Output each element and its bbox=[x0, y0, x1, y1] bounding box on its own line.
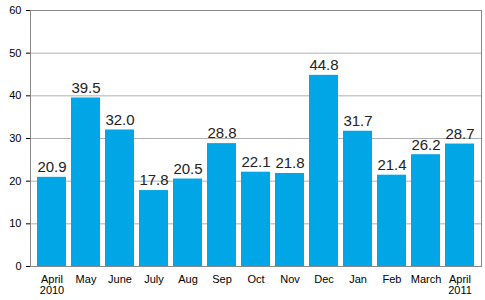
svg-text:28.7: 28.7 bbox=[445, 125, 474, 142]
svg-text:Aug: Aug bbox=[178, 273, 198, 285]
svg-text:31.7: 31.7 bbox=[343, 112, 372, 129]
svg-text:April2010: April2010 bbox=[40, 273, 64, 296]
svg-text:Sep: Sep bbox=[212, 273, 232, 285]
svg-text:26.2: 26.2 bbox=[411, 136, 440, 153]
svg-text:March: March bbox=[411, 273, 442, 285]
svg-text:40: 40 bbox=[9, 89, 21, 101]
svg-text:June: June bbox=[108, 273, 132, 285]
svg-text:44.8: 44.8 bbox=[309, 56, 338, 73]
svg-text:May: May bbox=[76, 273, 97, 285]
svg-text:28.8: 28.8 bbox=[207, 124, 236, 141]
svg-text:20.5: 20.5 bbox=[173, 160, 202, 177]
svg-text:22.1: 22.1 bbox=[241, 153, 270, 170]
svg-text:21.4: 21.4 bbox=[377, 156, 406, 173]
svg-text:20: 20 bbox=[9, 175, 21, 187]
svg-text:April2011: April2011 bbox=[448, 273, 472, 296]
svg-text:Jan: Jan bbox=[349, 273, 367, 285]
svg-text:0: 0 bbox=[15, 260, 21, 272]
svg-text:17.8: 17.8 bbox=[139, 171, 168, 188]
svg-text:Nov: Nov bbox=[280, 273, 300, 285]
svg-text:Oct: Oct bbox=[247, 273, 264, 285]
svg-text:Dec: Dec bbox=[314, 273, 334, 285]
svg-text:60: 60 bbox=[9, 4, 21, 16]
svg-text:32.0: 32.0 bbox=[105, 111, 134, 128]
svg-text:21.8: 21.8 bbox=[275, 154, 304, 171]
svg-text:July: July bbox=[144, 273, 164, 285]
svg-text:50: 50 bbox=[9, 47, 21, 59]
svg-text:39.5: 39.5 bbox=[71, 79, 100, 96]
svg-text:30: 30 bbox=[9, 132, 21, 144]
svg-text:20.9: 20.9 bbox=[37, 158, 66, 175]
svg-text:10: 10 bbox=[9, 217, 21, 229]
svg-text:Feb: Feb bbox=[383, 273, 402, 285]
